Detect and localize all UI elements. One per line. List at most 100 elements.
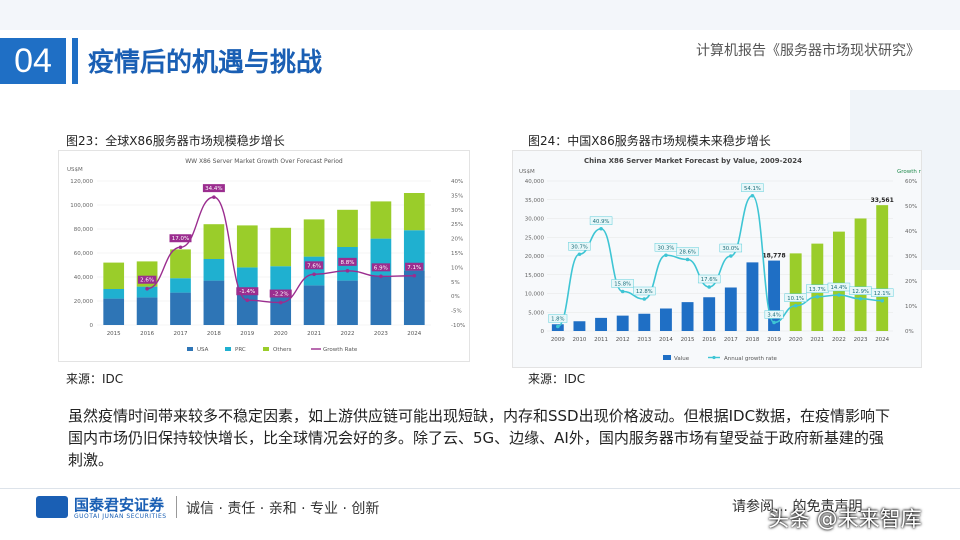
- growth-rate-point: [178, 245, 183, 250]
- figure-left-source: 来源：IDC: [66, 372, 124, 386]
- x-tick-label: 2013: [637, 337, 651, 343]
- y-tick-label: 5,000: [528, 310, 544, 316]
- data-label: 28.6%: [679, 250, 696, 256]
- bar-others: [370, 201, 392, 239]
- y2-tick-label: 25%: [451, 222, 463, 228]
- bar-usa: [136, 297, 158, 325]
- x-tick-label: 2016: [140, 331, 154, 337]
- growth-rate-point: [750, 193, 755, 198]
- y2-tick-label: -5%: [451, 309, 462, 315]
- bar-others: [270, 227, 292, 267]
- data-label-bg: [589, 216, 613, 225]
- growth-rate-point: [245, 298, 250, 303]
- growth-rate-point: [312, 272, 316, 277]
- data-label: 10.1%: [787, 296, 804, 302]
- data-label-bg: [741, 183, 764, 192]
- bar-others: [303, 219, 325, 257]
- bar-usa: [403, 271, 425, 325]
- x-tick-label: 2011: [594, 337, 608, 343]
- bar-value: [638, 313, 651, 331]
- disclaimer-link[interactable]: 请参阅… 的免责声明: [732, 499, 863, 515]
- y-tick-label: 30,000: [525, 217, 545, 223]
- bar-value: [681, 302, 694, 331]
- y-tick-label: 40,000: [525, 179, 545, 185]
- x-tick-label: 2018: [207, 331, 221, 337]
- data-label-bg: [784, 293, 807, 302]
- data-label: 1.8%: [551, 317, 564, 323]
- data-label-bg: [676, 247, 699, 256]
- bar-usa: [203, 280, 225, 325]
- page-title: 疫情后的机遇与挑战: [88, 48, 323, 78]
- y2-tick-label: 0%: [905, 329, 914, 335]
- data-label: 30.0%: [722, 246, 739, 252]
- data-label-bg: [169, 234, 192, 243]
- growth-rate-point: [664, 253, 668, 258]
- growth-rate-point: [729, 254, 733, 258]
- legend-swatch: [225, 347, 231, 351]
- body-paragraph: 虽然疫情时间带来较多不稳定因素，如上游供应链可能出现短缺，内存和SSD出现价格波…: [68, 407, 891, 469]
- company-name-en: GUOTAI JUNAN SECURITIES: [74, 513, 167, 520]
- data-label: 3.4%: [767, 313, 780, 319]
- bar-prc: [170, 278, 191, 293]
- growth-rate-point: [620, 289, 625, 294]
- growth-rate-point: [145, 286, 149, 291]
- data-label-bg: [870, 288, 894, 297]
- data-label: 2.6%: [140, 278, 154, 284]
- figure-left-caption: 图23：全球X86服务器市场规模稳步增长: [66, 134, 285, 148]
- watermark: 头条 @未来智库: [768, 507, 922, 531]
- y2-tick-label: 5%: [451, 280, 460, 286]
- section-number: 04: [0, 38, 66, 84]
- x-tick-label: 2021: [307, 331, 321, 337]
- global-x86-server-chart: WW X86 Server Market Growth Over Forecas…: [67, 158, 465, 353]
- bar-prc: [103, 289, 125, 299]
- data-label: 12.9%: [852, 289, 869, 295]
- bar-value: [746, 262, 759, 331]
- y2-tick-label: 15%: [451, 251, 463, 257]
- y2-tick-label: 30%: [905, 254, 917, 260]
- growth-rate-point: [685, 257, 690, 262]
- footer-divider: [0, 488, 960, 489]
- data-label: 13.7%: [809, 287, 826, 293]
- footer-separator: [176, 496, 177, 518]
- bar-others: [337, 209, 358, 247]
- data-label-bg: [338, 257, 357, 266]
- data-label: 17.0%: [172, 236, 189, 242]
- x-tick-label: 2021: [810, 337, 824, 343]
- legend-label: Annual growth rate: [724, 356, 778, 362]
- y-tick-label: 20,000: [74, 299, 94, 305]
- data-label: 30.7%: [571, 244, 588, 250]
- growth-rate-point: [793, 303, 798, 308]
- data-label-bg: [405, 262, 424, 271]
- x-tick-label: 2019: [767, 337, 781, 343]
- legend-label: PRC: [235, 347, 246, 353]
- growth-rate-point: [278, 300, 283, 305]
- growth-rate-point: [577, 252, 582, 257]
- bar-value: [789, 253, 802, 331]
- y2-tick-label: 40%: [905, 229, 917, 235]
- x-tick-label: 2010: [572, 337, 586, 343]
- data-label-bg: [548, 314, 568, 323]
- data-label-bg: [697, 274, 721, 284]
- data-label-bg: [269, 289, 292, 298]
- legend-label: Growth Rate: [323, 347, 358, 353]
- growth-rate-point: [880, 298, 884, 303]
- data-label-bg: [764, 310, 784, 319]
- x-tick-label: 2017: [724, 337, 738, 343]
- data-label: 40.9%: [593, 219, 610, 225]
- bar-others: [203, 224, 225, 259]
- data-label: 7.6%: [307, 263, 321, 269]
- china-x86-server-chart: China X86 Server Market Forecast by Valu…: [519, 157, 930, 362]
- x-tick-label: 2020: [789, 337, 803, 343]
- section-divider: [72, 38, 78, 84]
- y-axis-unit: US$M: [67, 167, 83, 173]
- y-tick-label: 15,000: [525, 273, 545, 279]
- value-label: 18,778: [762, 253, 785, 260]
- data-label-bg: [304, 261, 324, 270]
- company-logo-icon: [36, 496, 68, 518]
- legend-swatch: [263, 347, 269, 351]
- bar-usa: [370, 275, 392, 325]
- data-label-bg: [137, 275, 157, 284]
- value-label: 33,561: [871, 197, 894, 204]
- x-tick-label: 2014: [659, 337, 673, 343]
- growth-rate-point: [837, 293, 841, 297]
